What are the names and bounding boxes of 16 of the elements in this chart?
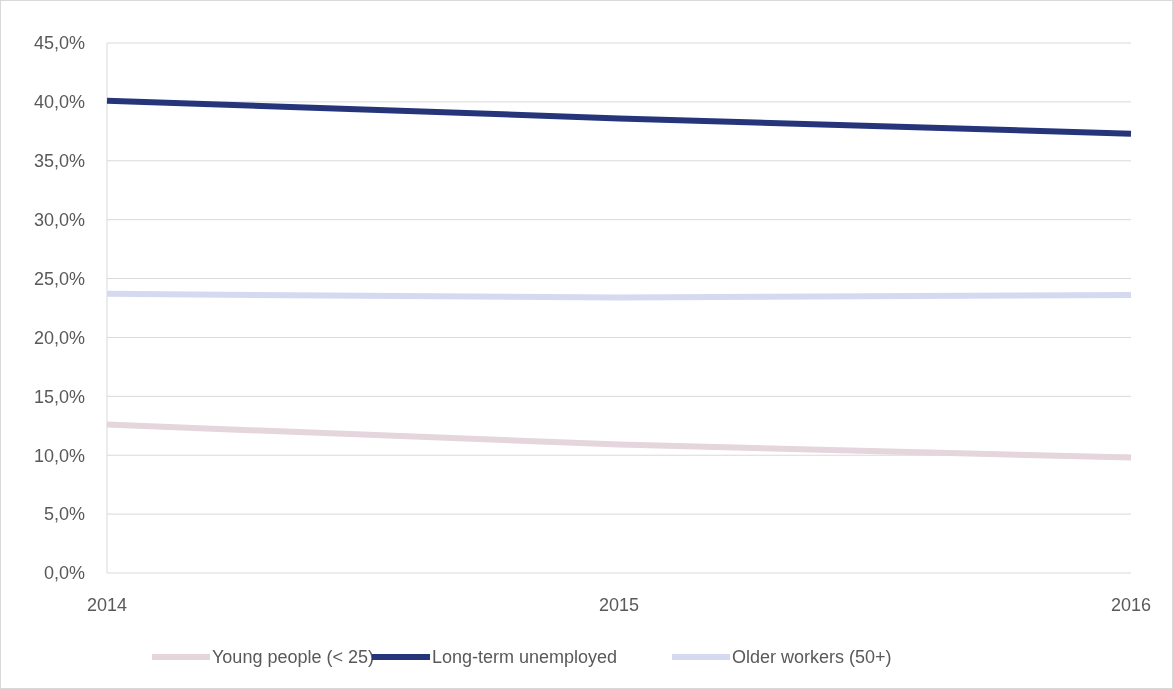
y-tick-label: 10,0% <box>33 445 85 466</box>
legend-label: Young people (< 25) <box>212 647 374 668</box>
x-tick-label: 2015 <box>598 595 640 615</box>
y-tick-label: 20,0% <box>33 327 85 348</box>
x-tick-label: 2016 <box>1110 595 1152 615</box>
y-tick-label: 25,0% <box>33 268 85 289</box>
y-tick-label: 45,0% <box>33 33 85 54</box>
y-tick-label: 40,0% <box>33 92 85 113</box>
x-tick-label: 2014 <box>86 595 128 615</box>
y-tick-label: 15,0% <box>33 386 85 407</box>
legend-label: Older workers (50+) <box>732 647 892 668</box>
y-tick-label: 5,0% <box>43 504 85 525</box>
y-tick-label: 35,0% <box>33 151 85 172</box>
legend-label: Long-term unemployed <box>432 647 618 668</box>
y-tick-label: 30,0% <box>33 209 85 230</box>
y-tick-label: 0,0% <box>43 563 85 584</box>
